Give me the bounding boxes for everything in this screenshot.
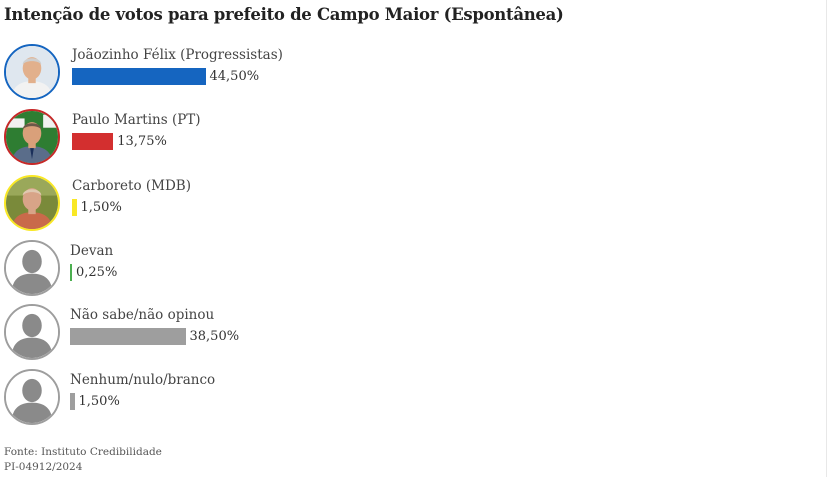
bar — [70, 264, 72, 281]
source-note: Fonte: Instituto Credibilidade — [4, 446, 162, 458]
chart-row: Devan 0,25% — [0, 238, 700, 300]
category-label: Paulo Martins (PT) — [72, 112, 201, 128]
candidate-photo-icon — [6, 177, 58, 229]
chart-row: Joãozinho Félix (Progressistas) 44,50% — [0, 42, 700, 104]
category-label: Carboreto (MDB) — [72, 178, 191, 194]
chart-row: Paulo Martins (PT) 13,75% — [0, 107, 700, 169]
candidate-avatar — [4, 175, 60, 231]
candidate-avatar — [4, 304, 60, 360]
bar — [70, 393, 75, 410]
category-label: Nenhum/nulo/branco — [70, 372, 216, 388]
data-label: 1,50% — [80, 200, 122, 215]
category-label: Devan — [70, 243, 114, 259]
registration-note: PI-04912/2024 — [4, 461, 83, 473]
bar — [72, 68, 206, 85]
candidate-avatar — [4, 44, 60, 100]
candidate-photo-icon — [6, 46, 58, 98]
person-placeholder-icon — [6, 242, 58, 294]
data-label: 0,25% — [76, 265, 118, 280]
data-label: 38,50% — [189, 329, 240, 344]
data-label: 44,50% — [209, 69, 260, 84]
data-label: 13,75% — [117, 134, 167, 149]
category-label: Joãozinho Félix (Progressistas) — [72, 47, 283, 63]
bar — [70, 328, 186, 345]
candidate-photo-icon — [6, 111, 58, 163]
chart-row: Carboreto (MDB) 1,50% — [0, 173, 700, 235]
chart-row: Nenhum/nulo/branco 1,50% — [0, 367, 700, 429]
candidate-avatar — [4, 109, 60, 165]
right-divider — [826, 0, 827, 477]
bar — [72, 133, 114, 150]
person-placeholder-icon — [6, 306, 58, 358]
candidate-avatar — [4, 240, 60, 296]
category-label: Não sabe/não opinou — [70, 307, 215, 323]
chart-title: Intenção de votos para prefeito de Campo… — [4, 5, 564, 24]
person-placeholder-icon — [6, 371, 58, 423]
data-label: 1,50% — [78, 394, 120, 409]
chart-row: Não sabe/não opinou 38,50% — [0, 302, 700, 364]
candidate-avatar — [4, 369, 60, 425]
bar — [72, 199, 77, 216]
